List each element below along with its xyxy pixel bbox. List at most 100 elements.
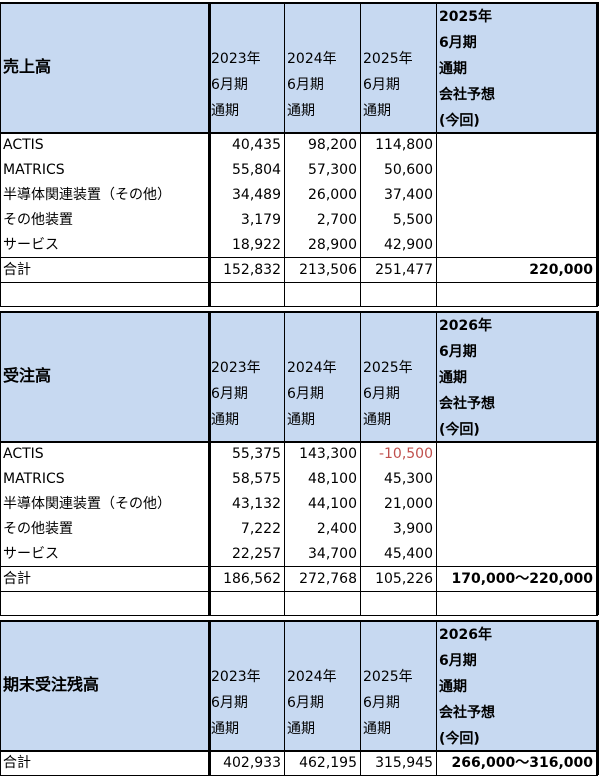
column-header[interactable]: 通期 [363, 721, 391, 737]
total-cell[interactable]: 220,000 [529, 262, 593, 278]
data-cell[interactable]: 34,700 [308, 546, 357, 562]
data-cell[interactable]: 57,300 [308, 162, 357, 178]
column-header[interactable]: 6月期 [363, 77, 400, 93]
column-header[interactable]: 2025年 [363, 360, 413, 376]
total-cell[interactable]: 186,562 [223, 571, 281, 587]
data-cell[interactable]: 3,900 [392, 521, 433, 537]
data-cell[interactable]: 7,222 [240, 521, 281, 537]
column-header[interactable]: 通期 [363, 103, 391, 119]
row-label[interactable]: サービス [3, 546, 59, 562]
total-cell[interactable]: 170,000～220,000 [451, 571, 593, 587]
column-header[interactable]: 通期 [439, 370, 467, 386]
data-cell[interactable]: 114,800 [375, 137, 433, 153]
data-cell[interactable]: 37,400 [384, 187, 433, 203]
total-label[interactable]: 合計 [3, 262, 31, 278]
data-cell[interactable]: 5,500 [392, 212, 433, 228]
data-cell[interactable]: 26,000 [308, 187, 357, 203]
data-cell[interactable]: 45,400 [384, 546, 433, 562]
data-cell[interactable]: 55,804 [232, 162, 281, 178]
section-title[interactable]: 期末受注残高 [3, 675, 100, 694]
column-header[interactable]: 通期 [439, 679, 467, 695]
column-header[interactable]: (今回) [439, 422, 480, 438]
column-header[interactable]: 6月期 [211, 77, 248, 93]
column-header[interactable]: 2023年 [211, 360, 261, 376]
data-cell[interactable]: 55,375 [232, 446, 281, 462]
column-header[interactable]: 2025年 [439, 9, 492, 25]
total-cell[interactable]: 213,506 [299, 262, 357, 278]
column-header[interactable]: 2024年 [287, 51, 337, 67]
data-cell[interactable] [436, 541, 596, 566]
data-cell[interactable] [436, 491, 596, 516]
column-header[interactable]: 6月期 [211, 695, 248, 711]
data-cell[interactable]: 48,100 [308, 471, 357, 487]
column-header[interactable]: 2024年 [287, 360, 337, 376]
total-cell[interactable]: 462,195 [299, 755, 357, 771]
column-header[interactable]: 会社予想 [439, 396, 495, 412]
column-header[interactable]: 会社予想 [439, 87, 495, 103]
data-cell[interactable]: 40,435 [232, 137, 281, 153]
column-header[interactable]: 通期 [363, 412, 391, 428]
data-cell[interactable]: 98,200 [308, 137, 357, 153]
data-cell[interactable]: 22,257 [232, 546, 281, 562]
total-cell[interactable]: 266,000～316,000 [451, 755, 593, 771]
column-header[interactable]: (今回) [439, 731, 480, 747]
column-header[interactable]: 通期 [211, 721, 239, 737]
data-cell[interactable] [436, 232, 596, 257]
data-cell[interactable]: 2,700 [316, 212, 357, 228]
column-header[interactable]: 6月期 [363, 695, 400, 711]
data-cell[interactable]: 2,400 [316, 521, 357, 537]
column-header[interactable]: 6月期 [439, 344, 477, 360]
data-cell[interactable] [436, 207, 596, 232]
column-header[interactable]: 6月期 [363, 386, 400, 402]
row-label[interactable]: 半導体関連装置（その他） [3, 496, 171, 512]
data-cell[interactable] [436, 132, 596, 157]
data-cell[interactable]: -10,500 [378, 446, 433, 462]
total-cell[interactable]: 251,477 [375, 262, 433, 278]
section-title[interactable]: 売上高 [3, 57, 52, 76]
row-label[interactable]: ACTIS [3, 137, 44, 153]
total-label[interactable]: 合計 [3, 755, 31, 771]
data-cell[interactable]: 21,000 [384, 496, 433, 512]
column-header[interactable]: 6月期 [287, 386, 324, 402]
column-header[interactable]: 会社予想 [439, 705, 495, 721]
column-header[interactable]: 通期 [287, 721, 315, 737]
row-label[interactable]: サービス [3, 237, 59, 253]
total-cell[interactable]: 272,768 [299, 571, 357, 587]
data-cell[interactable]: 43,132 [232, 496, 281, 512]
total-cell[interactable]: 315,945 [375, 755, 433, 771]
column-header[interactable]: 6月期 [287, 77, 324, 93]
data-cell[interactable]: 34,489 [232, 187, 281, 203]
data-cell[interactable] [436, 157, 596, 182]
data-cell[interactable]: 45,300 [384, 471, 433, 487]
column-header[interactable]: 通期 [287, 412, 315, 428]
total-cell[interactable]: 152,832 [223, 262, 281, 278]
column-header[interactable]: 2026年 [439, 318, 492, 334]
row-label[interactable]: ACTIS [3, 446, 44, 462]
row-label[interactable]: その他装置 [3, 212, 73, 228]
column-header[interactable]: 2025年 [363, 51, 413, 67]
row-label[interactable]: MATRICS [3, 162, 65, 178]
column-header[interactable]: 通期 [211, 103, 239, 119]
column-header[interactable]: 2023年 [211, 669, 261, 685]
column-header[interactable]: 通期 [287, 103, 315, 119]
section-title[interactable]: 受注高 [3, 366, 52, 385]
column-header[interactable]: 通期 [211, 412, 239, 428]
data-cell[interactable]: 3,179 [240, 212, 281, 228]
column-header[interactable]: 2023年 [211, 51, 261, 67]
data-cell[interactable] [436, 466, 596, 491]
row-label[interactable]: MATRICS [3, 471, 65, 487]
total-cell[interactable]: 105,226 [375, 571, 433, 587]
column-header[interactable]: 2026年 [439, 627, 492, 643]
column-header[interactable]: 6月期 [439, 35, 477, 51]
data-cell[interactable] [436, 182, 596, 207]
data-cell[interactable] [436, 516, 596, 541]
data-cell[interactable]: 28,900 [308, 237, 357, 253]
column-header[interactable]: 通期 [439, 61, 467, 77]
row-label[interactable]: 半導体関連装置（その他） [3, 187, 171, 203]
row-label[interactable]: その他装置 [3, 521, 73, 537]
data-cell[interactable]: 18,922 [232, 237, 281, 253]
total-label[interactable]: 合計 [3, 571, 31, 587]
column-header[interactable]: 6月期 [287, 695, 324, 711]
column-header[interactable]: 2025年 [363, 669, 413, 685]
data-cell[interactable]: 50,600 [384, 162, 433, 178]
